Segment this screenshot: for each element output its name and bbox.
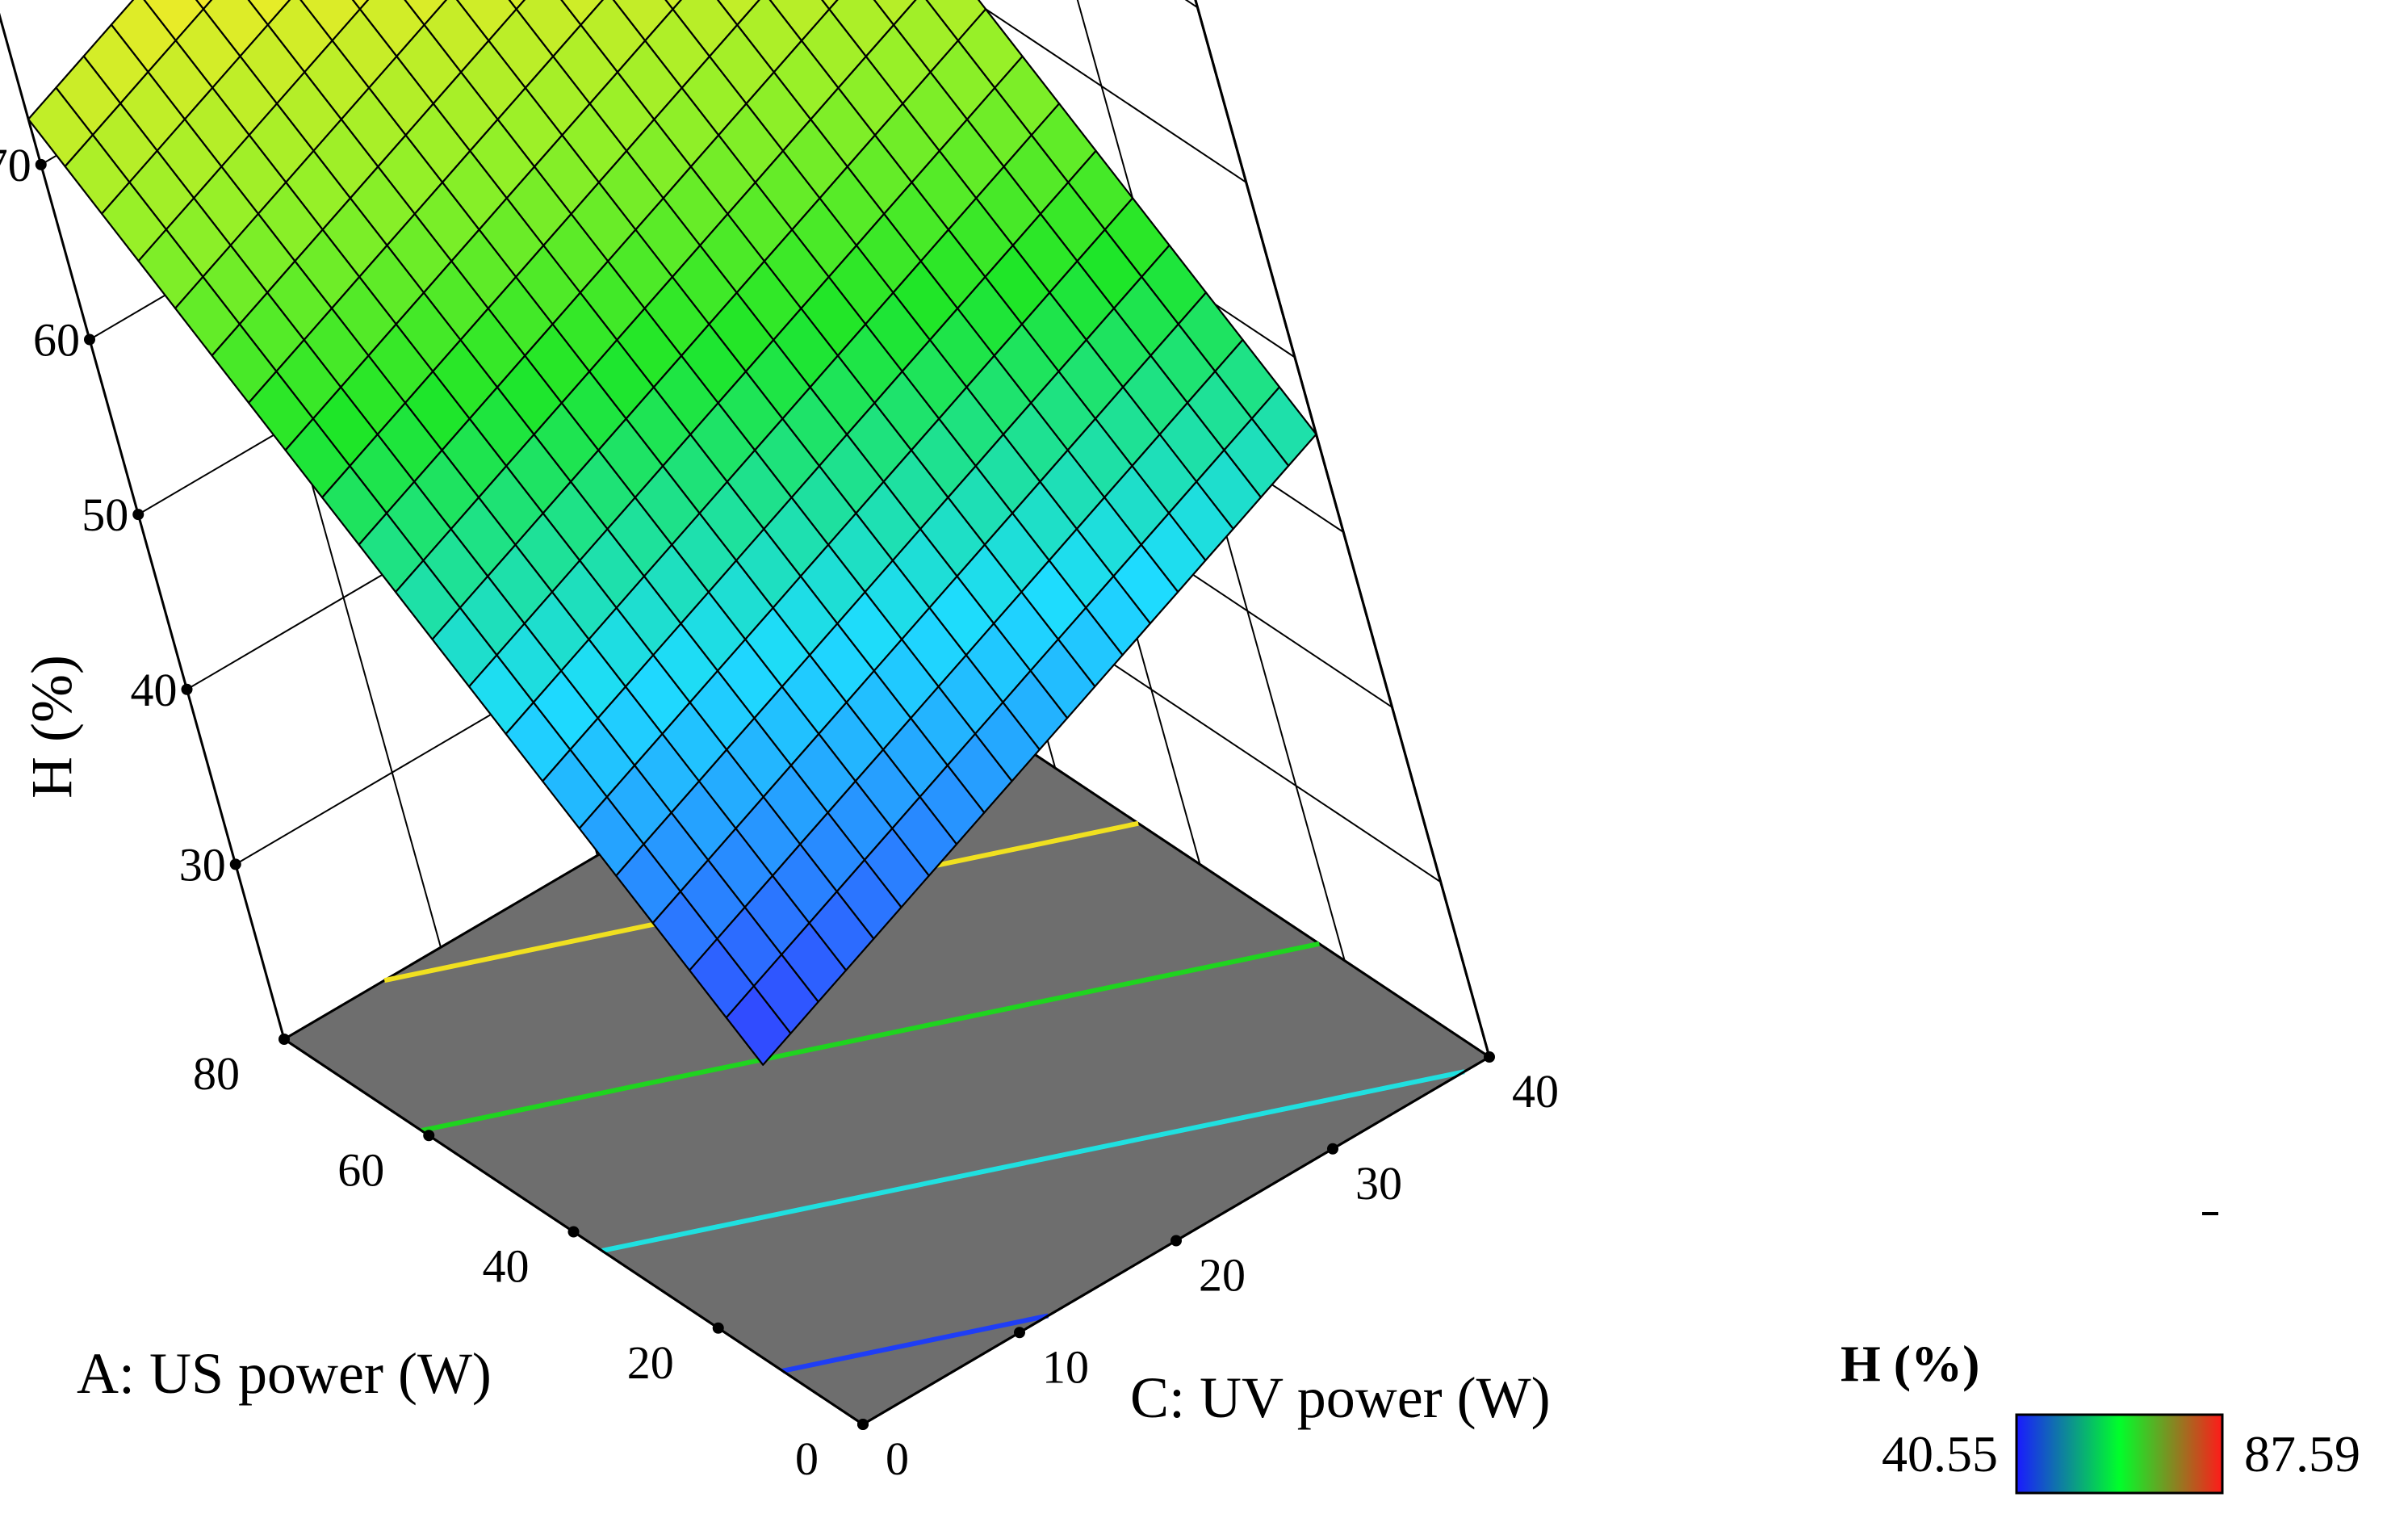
z-tick-mark xyxy=(35,158,47,170)
z-tick-label: 50 xyxy=(82,489,128,541)
c-axis-title: C: UV power (W) xyxy=(1130,1365,1551,1430)
c-tick-label: 0 xyxy=(886,1432,909,1485)
z-axis-title: H (%) xyxy=(19,655,84,799)
z-tick-label: 30 xyxy=(179,838,226,891)
response-surface xyxy=(27,0,1317,1066)
a-tick-label: 40 xyxy=(483,1240,530,1293)
z-tick-label: 70 xyxy=(0,139,31,191)
surface-cell xyxy=(821,0,839,10)
c-tick-mark xyxy=(1170,1235,1182,1247)
contour-line xyxy=(601,1069,1465,1253)
z-tick-mark xyxy=(181,683,193,695)
a-tick-label: 60 xyxy=(337,1143,384,1196)
surface-cell xyxy=(195,0,213,10)
c-tick-mark xyxy=(1014,1327,1025,1339)
c-tick-mark xyxy=(857,1419,869,1430)
contour-line xyxy=(421,941,1320,1134)
z-tick-mark xyxy=(229,858,241,870)
legend-min-value: 40.55 xyxy=(1882,1425,1998,1483)
legend: H (%) 40.55 87.59 xyxy=(1841,1335,2360,1495)
a-tick-label: 80 xyxy=(193,1047,240,1100)
c-tick-label: 40 xyxy=(1512,1065,1559,1118)
a-tick-label: 0 xyxy=(795,1432,819,1485)
c-tick-label: 10 xyxy=(1042,1340,1089,1393)
c-tick-mark xyxy=(1327,1143,1338,1155)
c-tick-mark xyxy=(1484,1051,1495,1063)
a-tick-mark xyxy=(712,1322,724,1334)
legend-max-value: 87.59 xyxy=(2244,1425,2360,1483)
a-axis-title: A: US power (W) xyxy=(77,1341,492,1406)
a-tick-mark xyxy=(567,1226,580,1238)
a-tick-mark xyxy=(423,1130,435,1142)
surface-cell xyxy=(508,0,526,10)
legend-title: H (%) xyxy=(1841,1335,1979,1392)
z-tick-mark xyxy=(84,333,95,346)
c-tick-label: 20 xyxy=(1199,1249,1246,1302)
surface-cell xyxy=(725,985,792,1066)
legend-color-bar xyxy=(2015,1413,2224,1495)
surface-cell xyxy=(664,0,682,10)
tick-labels: 30405060708090100020406080010203040 xyxy=(0,139,1559,1485)
contour-line xyxy=(781,1313,1049,1374)
z-tick-label: 40 xyxy=(131,664,178,716)
c-tick-label: 30 xyxy=(1355,1157,1402,1210)
z-tick-label: 60 xyxy=(33,314,80,367)
a-tick-label: 20 xyxy=(627,1336,674,1389)
z-tick-mark xyxy=(132,509,144,521)
surface-cell xyxy=(351,0,370,10)
a-tick-mark xyxy=(278,1034,290,1045)
z-axis-line xyxy=(1194,0,1491,1058)
